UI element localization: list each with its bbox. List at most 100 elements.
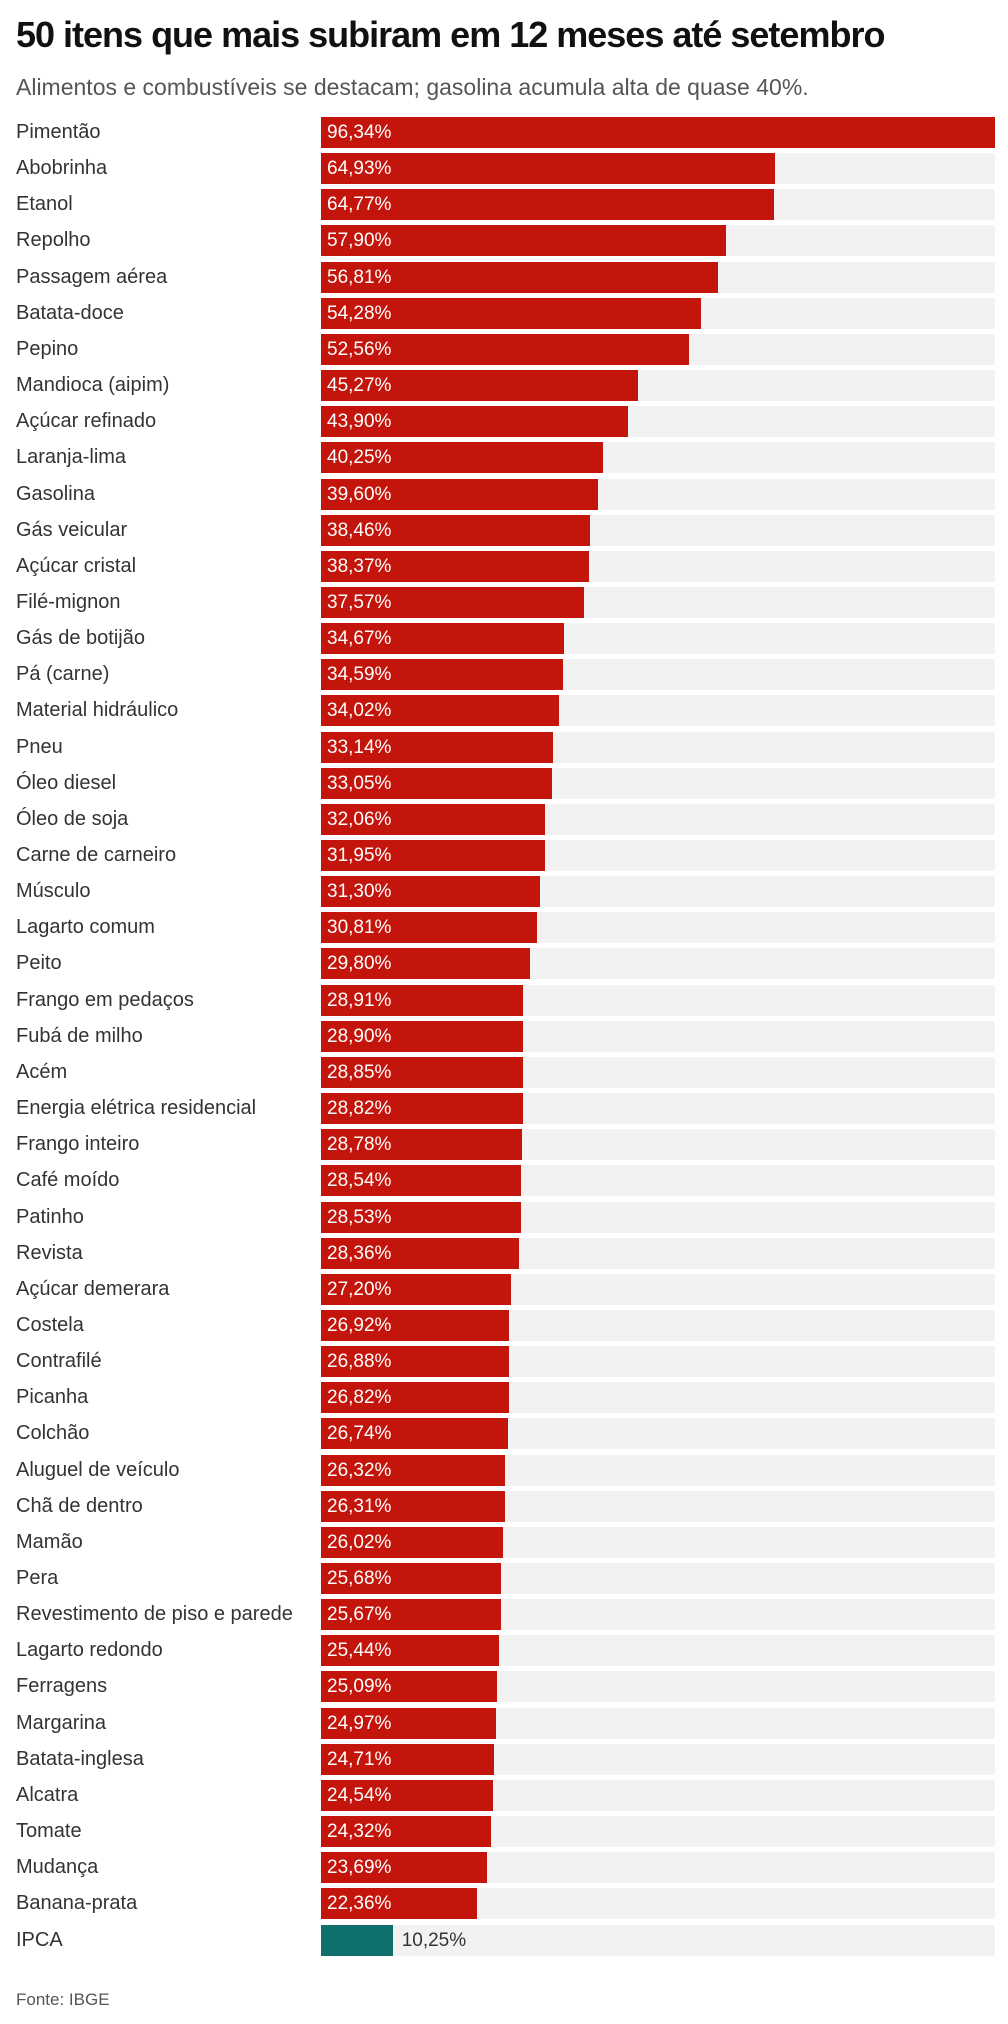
bar-row: Abobrinha 64,93% [0,151,1008,185]
bar-row: Etanol 64,77% [0,187,1008,221]
value-label: 26,31% [327,1495,392,1517]
category-label: Peito [16,952,62,975]
value-bar [321,370,638,402]
category-label: Pera [16,1567,59,1589]
value-bar [321,1816,492,1848]
value-label: 26,74% [327,1423,392,1445]
bar-row: Filé-mignon 37,57% [0,585,1008,619]
value-bar [321,1563,501,1594]
category-label: Óleo de soja [16,807,129,830]
bar-track: 24,71% [321,1743,995,1775]
bar-row: Gás veicular 38,46% [0,513,1008,547]
category-label: Lagarto comum [16,916,155,939]
value-bar [321,1056,523,1088]
value-bar [321,1309,510,1341]
bar-track: 24,54% [321,1779,995,1811]
bar-track: 96,34% [321,117,995,148]
bar-track: 28,85% [321,1056,995,1088]
category-label: Passagem aérea [16,265,168,288]
value-bar [321,984,524,1016]
category-label: Colchão [16,1422,90,1445]
category-label: Picanha [16,1386,89,1409]
value-bar [321,1418,509,1450]
value-bar [321,514,591,546]
value-label: 64,77% [327,194,392,216]
bar-track: 10,25% [321,1924,995,1956]
value-bar [321,948,530,980]
value-bar [321,1888,478,1920]
category-label: Tomate [16,1820,82,1843]
value-bar [321,189,775,221]
value-bar [321,1273,512,1305]
value-label: 38,37% [327,555,392,577]
value-bar [321,550,590,582]
value-bar [321,1635,499,1667]
bar-row: Frango inteiro 28,78% [0,1127,1008,1161]
value-label: 26,32% [327,1459,392,1481]
bar-row: Carne de carneiro 31,95% [0,838,1008,872]
category-label: Filé-mignon [16,590,121,613]
category-label: Abobrinha [16,157,108,180]
chart-title: 50 itens que mais subiram em 12 meses at… [16,14,885,55]
category-label: Frango em pedaços [16,988,194,1011]
value-label: 40,25% [327,447,392,469]
value-bar [321,623,564,655]
bar-row: Batata-inglesa 24,71% [0,1742,1008,1776]
value-bar [321,1743,494,1775]
value-bar [321,1779,493,1811]
value-label: 54,28% [327,302,392,324]
bar-row: Pepino 52,56% [0,332,1008,366]
bar-row: Açúcar demerara 27,20% [0,1272,1008,1306]
category-label: Gás de botijão [16,627,145,650]
bar-track: 26,32% [321,1454,995,1486]
value-bar [321,1346,510,1378]
value-label: 34,67% [327,628,392,650]
category-label: Costela [16,1313,84,1336]
category-label: Banana-prata [16,1892,138,1915]
category-label: Laranja-lima [16,446,127,469]
category-label: Acém [16,1060,68,1083]
bar-row: Costela 26,92% [0,1308,1008,1342]
value-bar [321,840,545,871]
bar-row: Fubá de milho 28,90% [0,1019,1008,1053]
value-bar [321,1454,506,1486]
category-label: Batata-doce [16,301,124,324]
value-label: 29,80% [327,953,392,975]
value-bar [321,333,689,365]
category-label: Gás veicular [16,518,128,541]
bar-track: 25,09% [321,1671,995,1703]
bar-row: Colchão 26,74% [0,1416,1008,1450]
bar-track: 32,06% [321,803,995,835]
bar-track: 43,90% [321,406,995,438]
value-label: 25,44% [327,1640,392,1662]
bar-row: Gás de botijão 34,67% [0,621,1008,655]
chart-subtitle: Alimentos e combustíveis se destacam; ga… [16,74,809,100]
value-label: 10,25% [401,1929,467,1951]
category-label: Pneu [16,735,63,758]
bar-track: 26,74% [321,1418,995,1450]
value-bar [321,1526,503,1558]
bar-track: 33,05% [321,767,995,799]
category-label: Contrafilé [16,1350,102,1373]
category-label: Gasolina [16,482,95,505]
value-label: 24,71% [327,1748,392,1770]
bar-row: Repolho 57,90% [0,223,1008,257]
bar-track: 38,46% [321,514,995,546]
value-bar [321,261,719,293]
value-bar [321,1671,497,1703]
bar-track: 45,27% [321,370,995,402]
category-label: Batata-inglesa [16,1747,144,1770]
category-label: Óleo diesel [16,771,117,794]
bar-track: 64,93% [321,153,995,185]
bar-track: 28,53% [321,1201,995,1233]
value-label: 31,95% [327,845,392,866]
value-bar [321,1382,509,1414]
value-label: 34,02% [327,700,392,722]
value-bar [321,876,540,908]
value-bar [321,153,776,185]
value-bar [321,406,629,438]
value-label: 26,92% [327,1314,392,1336]
value-bar [321,912,537,944]
bar-row: IPCA 10,25% [0,1923,1008,1957]
value-label: 23,69% [327,1857,392,1879]
